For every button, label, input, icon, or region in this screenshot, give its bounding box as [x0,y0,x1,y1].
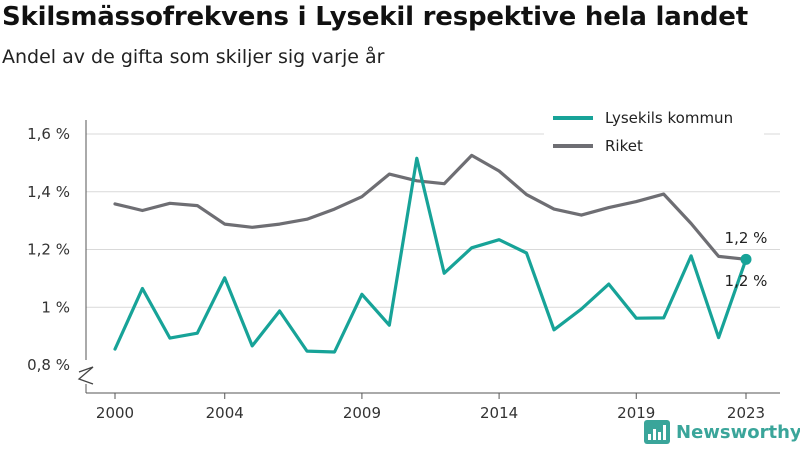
newsworthy-logo: Newsworthy [644,420,800,444]
chart-subtitle: Andel av de gifta som skiljer sig varje … [2,46,385,68]
chart-title: Skilsmässofrekvens i Lysekil respektive … [2,2,748,32]
x-tick-label: 2004 [206,404,244,422]
bar-chart-icon [644,420,670,444]
y-tick-label: 1,2 % [27,241,70,259]
legend-background [544,102,764,160]
data-labels: 1,2 % 1,2 % [725,229,768,290]
x-tick-label: 2023 [727,404,765,422]
x-tick-label: 2009 [343,404,381,422]
series [113,153,752,354]
legend: Lysekils kommun Riket [544,102,764,160]
legend-label: Riket [605,137,643,155]
x-tick-label: 2014 [480,404,518,422]
series-line-lysekil [113,156,748,354]
axes: 0,8 % 1 % 1,2 % 1,4 % 1,6 % 2000 2004 2009 2014 2… [27,120,780,422]
lysekil-end-label: 1,2 % [725,272,768,290]
legend-label: Lysekils kommun [605,109,733,127]
riket-end-label: 1,2 % [725,229,768,247]
end-point-marker [740,253,752,265]
brand-name: Newsworthy [676,421,800,443]
y-tick-label: 0,8 % [27,356,70,374]
y-tick-label: 1,6 % [27,125,70,143]
x-tick-label: 2019 [617,404,655,422]
y-tick-label: 1 % [41,298,70,316]
series-line-riket [113,153,748,261]
y-tick-label: 1,4 % [27,183,70,201]
x-tick-label: 2000 [96,404,134,422]
axis-break-icon [77,366,94,385]
